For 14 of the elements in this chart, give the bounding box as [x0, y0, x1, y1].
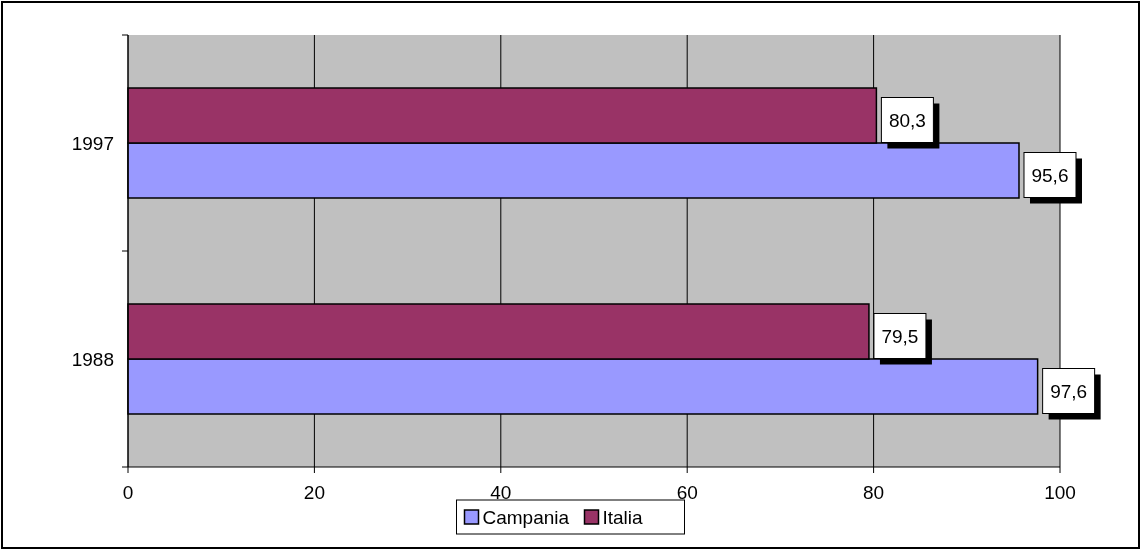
- data-label: 80,3: [888, 109, 926, 131]
- legend-label: Campania: [482, 507, 570, 528]
- y-tick-label: 1997: [71, 133, 114, 154]
- x-tick-label: 60: [676, 482, 698, 503]
- x-tick-label: 0: [122, 482, 134, 503]
- y-tick-label: 1988: [71, 349, 114, 370]
- data-label: 95,6: [1031, 164, 1069, 186]
- x-tick-label: 40: [490, 482, 512, 503]
- x-tick-label: 80: [863, 482, 885, 503]
- x-tick-label: 20: [303, 482, 325, 503]
- data-label: 97,6: [1050, 380, 1088, 402]
- legend-label: Italia: [602, 507, 644, 528]
- data-label: 79,5: [881, 325, 919, 347]
- x-tick-label: 100: [1044, 482, 1076, 503]
